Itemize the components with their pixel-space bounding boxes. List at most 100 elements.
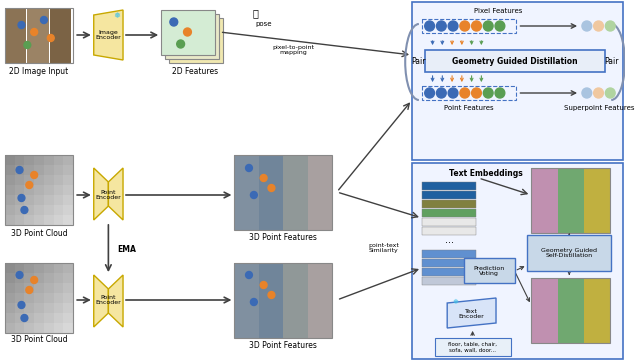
Circle shape [483,88,493,98]
Circle shape [268,184,275,191]
Bar [5,8,26,63]
Bar [15,273,24,283]
Bar [24,165,34,175]
Bar [15,263,24,273]
Circle shape [31,29,38,35]
Bar [44,323,54,333]
Text: 3D Point Features: 3D Point Features [249,342,317,351]
Bar [5,195,15,205]
Bar [54,155,63,165]
Bar [5,323,15,333]
Bar [63,303,73,313]
Bar [63,323,73,333]
Circle shape [26,287,33,293]
Bar [283,263,308,338]
Bar [24,293,34,303]
Bar [34,303,44,313]
Bar [63,263,73,273]
Text: Pixel Features: Pixel Features [474,8,522,14]
Circle shape [31,277,38,283]
Bar [15,303,24,313]
Circle shape [177,40,184,48]
Text: Geometry Guided Distillation: Geometry Guided Distillation [452,57,577,66]
Bar [15,283,24,293]
Bar [259,263,283,338]
Text: 3D Point Cloud: 3D Point Cloud [11,335,67,344]
Bar [5,273,15,283]
Bar [435,338,511,356]
Text: Point
Encoder: Point Encoder [95,295,121,305]
Bar [44,185,54,195]
Text: point-text
Similarity: point-text Similarity [368,243,399,253]
Circle shape [605,88,615,98]
Text: pose: pose [255,21,272,27]
Bar [308,155,332,230]
Polygon shape [108,275,123,327]
Text: 📷: 📷 [253,8,259,18]
Circle shape [21,314,28,322]
Bar [24,303,34,313]
Bar [15,323,24,333]
Circle shape [605,21,615,31]
Bar [15,185,24,195]
Circle shape [436,21,446,31]
Bar [5,155,15,165]
Polygon shape [93,275,108,327]
Bar [412,2,623,160]
Circle shape [582,21,592,31]
Bar [422,259,476,267]
Bar [34,323,44,333]
Bar [44,283,54,293]
Bar [531,278,557,343]
Circle shape [47,35,54,42]
Bar [28,8,49,63]
Bar [63,313,73,323]
Bar [283,155,308,230]
Bar [425,50,605,72]
Bar [234,155,259,230]
Bar [54,185,63,195]
Bar [54,195,63,205]
Bar [557,278,584,343]
Bar [5,263,73,333]
Bar [308,263,332,338]
Circle shape [184,28,191,36]
Bar [234,155,332,230]
Text: 3D Point Features: 3D Point Features [249,234,317,243]
Bar [5,215,15,225]
Bar [63,155,73,165]
Bar [44,155,54,165]
Text: ❅: ❅ [114,12,121,21]
Circle shape [24,42,31,48]
Bar [34,175,44,185]
Text: Point Features: Point Features [444,105,493,111]
Bar [34,205,44,215]
Bar [15,155,24,165]
Bar [34,293,44,303]
Bar [34,263,44,273]
Bar [54,293,63,303]
Bar [5,263,15,273]
Circle shape [594,88,604,98]
Bar [15,195,24,205]
Circle shape [460,21,470,31]
Bar [422,86,516,100]
Bar [234,263,259,338]
Bar [5,165,15,175]
Bar [63,175,73,185]
Circle shape [425,88,435,98]
Bar [54,205,63,215]
Circle shape [472,21,481,31]
Circle shape [40,17,47,23]
Bar [422,182,476,190]
Circle shape [31,171,38,178]
Bar [584,278,611,343]
Bar [422,277,476,285]
Bar [54,323,63,333]
Bar [5,8,73,63]
Bar [50,8,71,63]
Text: 2D Image Input: 2D Image Input [10,68,68,77]
Circle shape [472,88,481,98]
Bar [54,303,63,313]
Bar [24,185,34,195]
